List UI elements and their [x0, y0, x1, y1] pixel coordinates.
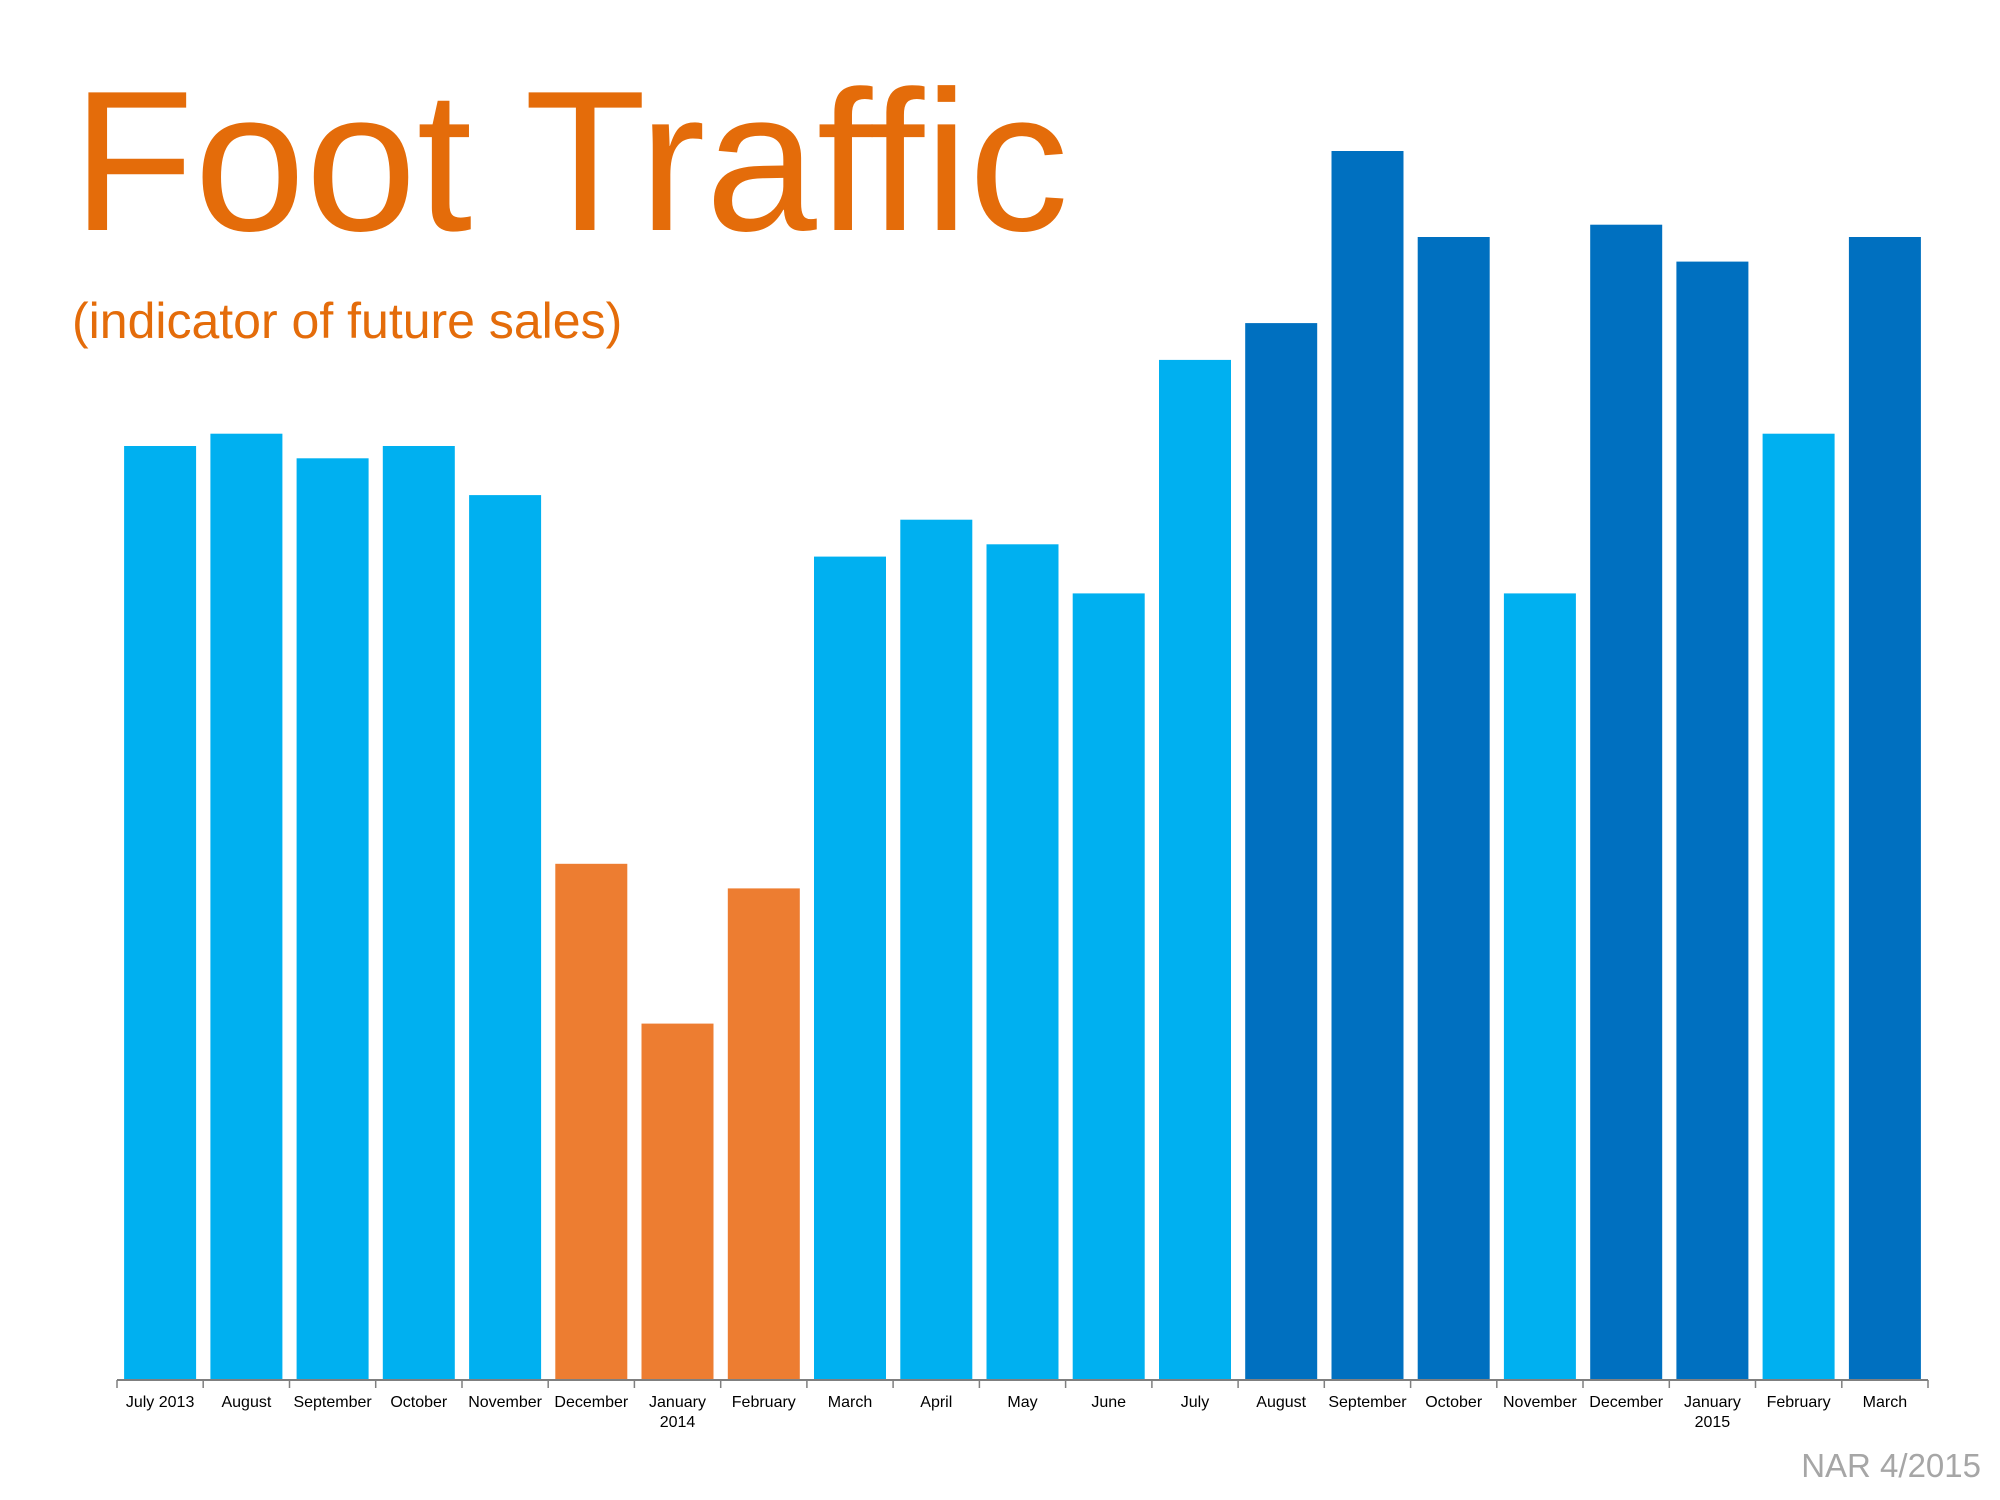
source-note: NAR 4/2015 — [1801, 1447, 1981, 1484]
bars-group — [124, 151, 1921, 1381]
bar-1 — [124, 446, 197, 1380]
x-tick-label-17: November — [1503, 1394, 1577, 1411]
bar-7 — [641, 1023, 714, 1380]
bar-15 — [1331, 151, 1404, 1380]
x-tick-label-20: February — [1767, 1394, 1831, 1411]
x-tick-label-19: January 2015 — [1684, 1394, 1741, 1431]
x-tick-label-15: September — [1328, 1394, 1407, 1411]
x-tick-label-5: November — [468, 1394, 542, 1411]
x-tick-label-4: October — [390, 1394, 448, 1411]
x-tick-label-10: April — [920, 1394, 952, 1411]
bar-19 — [1676, 261, 1749, 1381]
x-tick-label-11: May — [1007, 1394, 1037, 1411]
bar-2 — [210, 433, 283, 1380]
bar-13 — [1159, 359, 1231, 1380]
bar-16 — [1417, 237, 1490, 1380]
bar-6 — [555, 863, 628, 1380]
bar-12 — [1072, 593, 1145, 1380]
tick-marks-group — [116, 1380, 1929, 1388]
bar-17 — [1503, 593, 1576, 1380]
bar-9 — [814, 556, 886, 1380]
x-tick-label-8: February — [732, 1394, 796, 1411]
bar-4 — [382, 446, 455, 1380]
chart-title: Foot Traffic — [72, 50, 1069, 273]
x-tick-labels-group: July 2013 August September October November D… — [126, 1394, 1907, 1431]
x-tick-label-14: August — [1256, 1394, 1306, 1411]
bar-5 — [469, 495, 542, 1381]
chart-subtitle: (indicator of future sales) — [72, 293, 623, 349]
x-tick-label-18: December — [1589, 1394, 1663, 1411]
x-tick-label-12: June — [1091, 1394, 1126, 1411]
x-tick-label-7: January 2014 — [649, 1394, 706, 1431]
bar-8 — [727, 888, 800, 1380]
bar-3 — [296, 458, 369, 1380]
x-tick-label-1: July 2013 — [126, 1394, 195, 1411]
bar-20 — [1762, 433, 1835, 1380]
x-tick-label-2: August — [221, 1394, 271, 1411]
x-tick-label-9: March — [828, 1394, 872, 1411]
bar-10 — [900, 519, 973, 1380]
x-tick-label-13: July — [1181, 1394, 1209, 1411]
x-tick-label-16: October — [1425, 1394, 1483, 1411]
x-tick-label-6: December — [554, 1394, 628, 1411]
x-tick-label-3: September — [293, 1394, 372, 1411]
bar-18 — [1590, 224, 1663, 1381]
bar-21 — [1848, 237, 1921, 1380]
bar-14 — [1245, 323, 1318, 1381]
x-tick-label-21: March — [1863, 1394, 1907, 1411]
bar-11 — [986, 544, 1059, 1380]
